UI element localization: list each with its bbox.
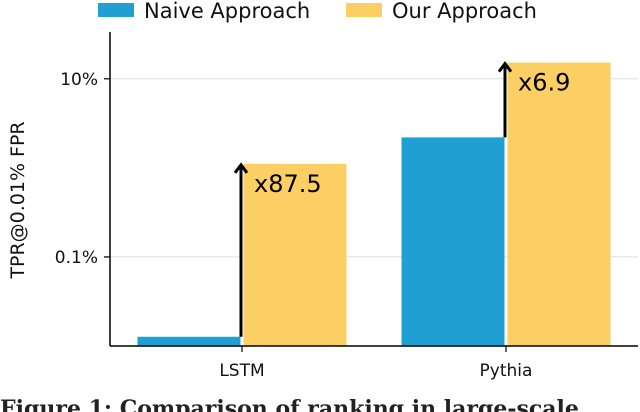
bars — [137, 62, 611, 346]
ratio-arrow-head-0 — [233, 162, 249, 174]
y-tick-label-1: 10% — [60, 70, 98, 90]
ratio-arrow-head-1 — [497, 61, 513, 73]
figure-caption: Figure 1: Comparison of ranking in large… — [0, 396, 579, 412]
x-tick-label-lstm: LSTM — [219, 361, 264, 381]
legend-label-0: Naive Approach — [144, 0, 310, 23]
bar-lstm-naive-approach — [137, 336, 241, 346]
y-axis-title: TPR@0.01% FPR — [7, 121, 29, 279]
legend: Naive Approach Our Approach — [98, 0, 537, 23]
ratio-annotations: x87.5 x6.9 — [233, 61, 570, 337]
bar-pythia-our-approach — [507, 62, 611, 346]
axes: 0.1% 10% LSTM Pythia — [55, 32, 638, 381]
ratio-label-1: x6.9 — [518, 69, 570, 97]
legend-swatch-0 — [98, 3, 134, 17]
ratio-label-0: x87.5 — [254, 170, 322, 198]
legend-label-1: Our Approach — [392, 0, 537, 23]
bar-lstm-our-approach — [243, 163, 347, 346]
bar-chart: Naive Approach Our Approach x87.5 x6.9 0.1… — [7, 0, 638, 381]
y-tick-label-0: 0.1% — [55, 248, 98, 268]
bar-pythia-naive-approach — [401, 137, 505, 346]
legend-swatch-1 — [346, 3, 382, 17]
x-tick-label-pythia: Pythia — [480, 361, 533, 381]
